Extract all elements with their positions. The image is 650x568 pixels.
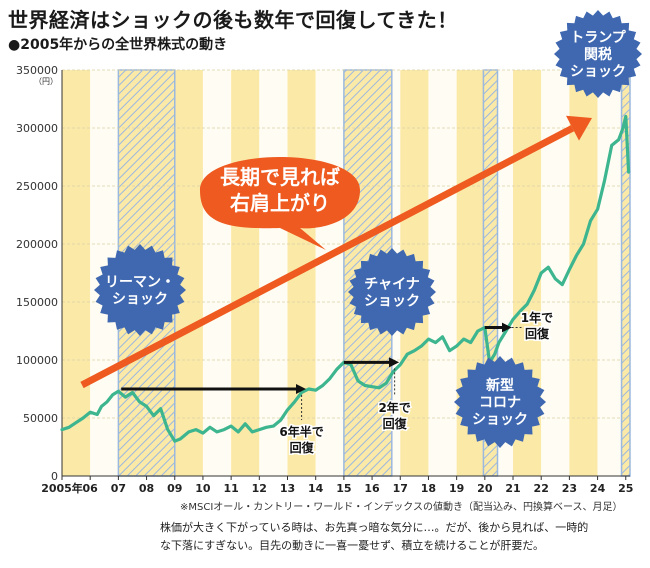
x-tick-label: 25 — [618, 482, 633, 495]
shock-label: コロナ — [479, 395, 521, 411]
trend-callout-label: 長期で見れば — [220, 165, 340, 189]
shock-bubble — [554, 10, 642, 98]
shock-label: ショック — [570, 64, 626, 80]
x-tick-label: 09 — [167, 482, 182, 495]
series-line — [60, 114, 631, 443]
world-stock-chart: 0 50000 100000 150000 200000 250000 300000 3500… — [16, 10, 642, 513]
page-title: 世界経済はショックの後も数年で回復してきた！ — [8, 8, 458, 32]
x-tick-label: 14 — [308, 482, 324, 495]
x-tick-label: 23 — [562, 482, 577, 495]
x-tick-label: 2005年 — [41, 481, 83, 495]
year-stripe — [259, 70, 288, 476]
shock-label: トランプ — [570, 30, 627, 46]
y-tick-label: 200000 — [16, 238, 58, 251]
year-stripe — [174, 70, 203, 476]
shock-label: 関税 — [584, 46, 612, 63]
footer-line-1: 株価が大きく下がっている時は、お先真っ暗な気分に…。だが、後から見れば、一時的 — [160, 521, 589, 534]
shock-label: ショック — [112, 292, 168, 308]
x-tick-label: 07 — [111, 482, 126, 495]
recovery-label: 2年で — [378, 400, 410, 415]
y-tick-label: 100000 — [16, 354, 58, 367]
x-tick-label: 13 — [280, 482, 295, 495]
year-stripe — [428, 70, 457, 476]
recovery-label: 6年半で — [279, 424, 323, 439]
chart-note: ※MSCIオール・カントリー・ワールド・インデックスの値動き（配当込み、円換算ベ… — [180, 500, 623, 513]
recovery-label: 回復 — [383, 416, 408, 431]
x-tick-label: 19 — [449, 482, 464, 495]
year-stripe — [569, 70, 598, 476]
x-tick-label: 06 — [83, 482, 99, 495]
x-tick-label: 15 — [336, 482, 351, 495]
shock-label: リーマン・ — [105, 275, 175, 291]
y-tick-label: 0 — [51, 470, 58, 483]
y-unit-label: （円） — [34, 77, 58, 86]
shock-bubble — [454, 356, 546, 448]
x-tick-label: 11 — [223, 482, 238, 495]
year-stripe — [231, 70, 260, 476]
year-stripe — [315, 70, 344, 476]
shock-label: ショック — [472, 412, 528, 428]
x-tick-label: 08 — [139, 482, 154, 495]
shock-label: ショック — [364, 294, 420, 310]
x-tick-label: 21 — [505, 482, 520, 495]
recovery-label: 回復 — [525, 326, 550, 341]
x-tick-label: 18 — [421, 482, 436, 495]
footer-caption: 株価が大きく下がっている時は、お先真っ暗な気分に…。だが、後から見れば、一時的 … — [160, 519, 630, 555]
year-stripe — [202, 70, 232, 476]
x-tick-label: 10 — [195, 482, 211, 495]
shock-bubble — [348, 248, 436, 336]
y-tick-label: 150000 — [16, 296, 58, 309]
year-stripe — [62, 70, 91, 476]
x-tick-label: 12 — [252, 482, 267, 495]
shock-bubble — [94, 244, 186, 336]
trend-arrow-shaft — [80, 125, 575, 389]
shock-label: チャイナ — [364, 277, 420, 293]
x-tick-label: 22 — [534, 482, 549, 495]
y-tick-label: 50000 — [23, 412, 58, 425]
x-tick-label: 17 — [393, 482, 408, 495]
x-tick-label: 24 — [590, 482, 606, 495]
chart-subtitle: ●2005年からの全世界株式の動き — [8, 37, 228, 53]
recovery-label: 1年で — [521, 310, 553, 325]
y-tick-label: 300000 — [16, 122, 58, 135]
x-tick-label: 16 — [364, 482, 380, 495]
shock-label: 新型 — [486, 377, 514, 394]
trend-callout-bubble — [200, 157, 360, 250]
x-tick-label: 20 — [477, 482, 493, 495]
trend-callout-label: 右肩上がり — [230, 191, 330, 215]
y-tick-label: 350000 — [16, 64, 58, 77]
trend-arrow-head — [566, 115, 592, 141]
y-tick-label: 250000 — [16, 180, 58, 193]
footer-line-2: な下落にすぎない。目先の動きに一喜一憂せず、積立を続けることが肝要だ。 — [160, 539, 545, 552]
recovery-label: 回復 — [290, 440, 315, 455]
